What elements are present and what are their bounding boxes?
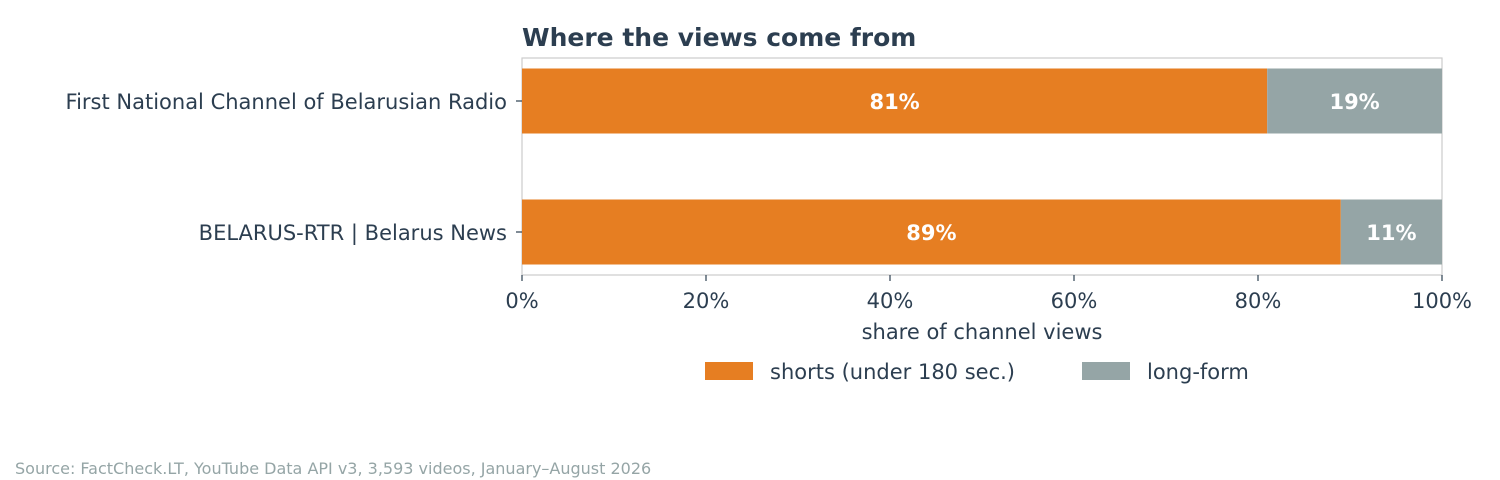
x-tick-label: 100% [1412, 289, 1472, 313]
bar-segment-shorts [522, 68, 1268, 134]
x-tick-label: 60% [1051, 289, 1098, 313]
x-tick-label: 20% [683, 289, 730, 313]
plot-frame [521, 57, 1443, 276]
legend-item-long-form: long-form [1082, 360, 1249, 384]
bar-segment-long-form [1267, 68, 1442, 134]
bar-segment-shorts [522, 199, 1341, 265]
y-tick-label: BELARUS-RTR | Belarus News [199, 221, 507, 246]
y-tick-label: First National Channel of Belarusian Rad… [66, 90, 507, 114]
chart-title: Where the views come from [522, 23, 916, 52]
x-tick-label: 80% [1235, 289, 1282, 313]
legend-label: shorts (under 180 sec.) [770, 360, 1015, 384]
bar-segment-long-form [1340, 199, 1442, 265]
legend-item-shorts: shorts (under 180 sec.) [705, 360, 1015, 384]
legend-swatch [1082, 362, 1130, 380]
legend-label: long-form [1147, 360, 1249, 384]
x-tick-label: 40% [867, 289, 914, 313]
bar-value-label: 11% [1366, 221, 1416, 245]
source-note: Source: FactCheck.LT, YouTube Data API v… [15, 459, 652, 478]
legend-swatch [705, 362, 753, 380]
bar-value-label: 19% [1329, 90, 1379, 114]
bar-value-label: 89% [906, 221, 956, 245]
x-axis-label: share of channel views [862, 320, 1103, 344]
bar-value-label: 81% [869, 90, 919, 114]
x-tick-label: 0% [505, 289, 538, 313]
